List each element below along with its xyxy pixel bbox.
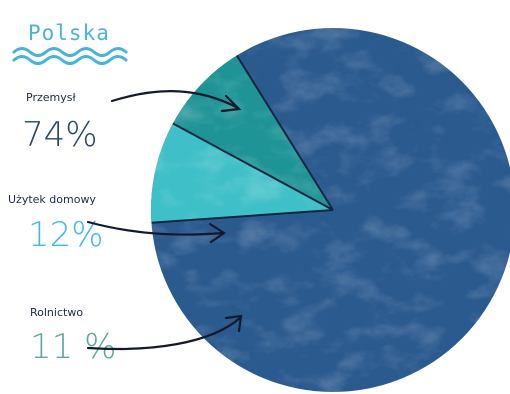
arrow-uzytek-domowy: [86, 220, 224, 236]
title-wave-decoration-2: [12, 55, 128, 65]
label-uzytek-domowy: Użytek domowy: [8, 193, 96, 206]
edge-middle: [151, 28, 334, 211]
arrow-przemysl-head: [220, 94, 242, 113]
arrow-uzytek-domowy-head: [208, 222, 226, 244]
slice-edges: [151, 28, 334, 248]
label-przemysl: Przemysł: [26, 91, 76, 104]
value-rolnictwo: 11 %: [30, 327, 116, 367]
label-rolnictwo: Rolnictwo: [30, 306, 83, 319]
chart-title: Polska: [28, 21, 110, 45]
value-uzytek-domowy: 12%: [28, 215, 104, 255]
edge-top: [151, 209, 334, 248]
arrow-rolnictwo: [86, 316, 242, 351]
edge-bottom: [151, 28, 334, 211]
arrow-rolnictwo-head: [224, 314, 243, 333]
title-wave-decoration: [12, 47, 128, 57]
value-przemysl: 74%: [22, 115, 98, 155]
arrow-przemysl: [110, 90, 240, 110]
